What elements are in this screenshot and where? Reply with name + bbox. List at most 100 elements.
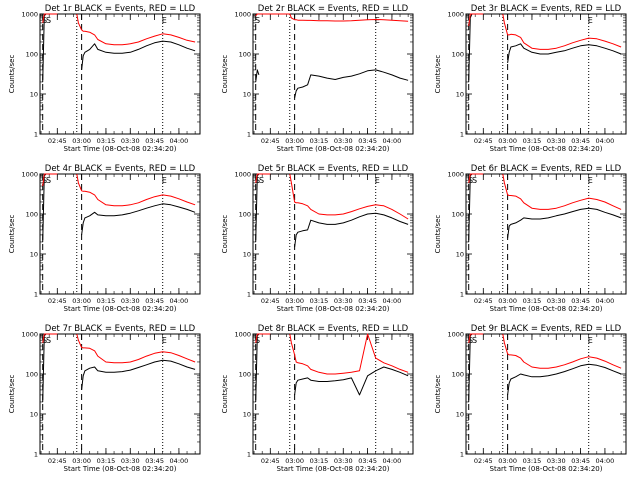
marker-s: S bbox=[46, 176, 51, 185]
lld-series-line bbox=[42, 173, 196, 207]
events-series-line bbox=[42, 173, 196, 243]
y-tick-label: 1000 bbox=[447, 11, 464, 19]
x-tick-label: 03:00 bbox=[72, 297, 91, 305]
x-axis-label: Start Time (08-Oct-08 02:34:20) bbox=[490, 465, 603, 473]
events-series-line bbox=[468, 173, 622, 243]
y-tick-label: 100 bbox=[239, 371, 251, 379]
y-axis-label: Counts/sec bbox=[8, 55, 16, 94]
x-tick-label: 02:45 bbox=[48, 137, 67, 145]
x-tick-label: 02:45 bbox=[474, 457, 493, 465]
x-tick-label: 03:15 bbox=[523, 137, 542, 145]
plot-frame bbox=[252, 13, 414, 135]
detector-panel: Det 7r BLACK = Events, RED = LLD 1 10 100 10… bbox=[8, 324, 201, 473]
x-tick-label: 03:15 bbox=[523, 457, 542, 465]
x-tick-label: 03:45 bbox=[358, 457, 377, 465]
x-tick-label: 03:45 bbox=[571, 137, 590, 145]
x-tick-label: 03:00 bbox=[72, 137, 91, 145]
x-tick-label: 03:00 bbox=[285, 457, 304, 465]
y-tick-label: 1 bbox=[460, 131, 464, 139]
y-tick-label: 1000 bbox=[234, 171, 251, 179]
plot-frame bbox=[39, 333, 201, 455]
x-tick-label: 03:15 bbox=[523, 297, 542, 305]
x-tick-label: 02:45 bbox=[48, 457, 67, 465]
x-tick-label: 03:00 bbox=[285, 137, 304, 145]
detector-panel: Det 1r BLACK = Events, RED = LLD 1 10 100 10… bbox=[8, 4, 201, 153]
plot-frame bbox=[252, 333, 414, 455]
x-tick-label: 03:30 bbox=[334, 457, 353, 465]
detector-panel: Det 8r BLACK = Events, RED = LLD 1 10 100 10… bbox=[221, 324, 414, 473]
marker-e: E bbox=[375, 336, 380, 345]
x-tick-label: 03:15 bbox=[310, 297, 329, 305]
x-tick-label: 03:45 bbox=[145, 457, 164, 465]
x-axis-label: Start Time (08-Oct-08 02:34:20) bbox=[277, 465, 390, 473]
plot-frame bbox=[39, 13, 201, 135]
x-tick-label: 02:45 bbox=[261, 297, 280, 305]
x-tick-label: 04:00 bbox=[383, 137, 402, 145]
marker-s: S bbox=[255, 16, 260, 25]
x-tick-label: 03:30 bbox=[121, 297, 140, 305]
marker-s: S bbox=[46, 16, 51, 25]
x-tick-label: 03:15 bbox=[310, 137, 329, 145]
events-series-line bbox=[42, 13, 196, 83]
y-axis-label: Counts/sec bbox=[434, 215, 442, 254]
x-tick-label: 02:45 bbox=[474, 137, 493, 145]
y-tick-label: 1 bbox=[34, 131, 38, 139]
x-tick-label: 03:00 bbox=[498, 137, 517, 145]
y-tick-label: 1 bbox=[460, 291, 464, 299]
x-tick-label: 04:00 bbox=[170, 457, 189, 465]
panel-title: Det 8r BLACK = Events, RED = LLD bbox=[258, 324, 409, 334]
events-series-line bbox=[255, 333, 409, 403]
y-tick-label: 100 bbox=[26, 51, 38, 59]
y-tick-label: 10 bbox=[30, 411, 38, 419]
detector-panel: Det 6r BLACK = Events, RED = LLD 1 10 100 10… bbox=[434, 164, 627, 313]
panel-title: Det 1r BLACK = Events, RED = LLD bbox=[45, 4, 196, 14]
y-tick-label: 1 bbox=[247, 451, 251, 459]
y-tick-label: 1000 bbox=[447, 331, 464, 339]
y-axis-label: Counts/sec bbox=[221, 55, 229, 94]
y-tick-label: 1 bbox=[34, 451, 38, 459]
plot-frame bbox=[465, 333, 627, 455]
x-tick-label: 03:30 bbox=[547, 137, 566, 145]
x-tick-label: 03:15 bbox=[97, 137, 116, 145]
y-tick-label: 1000 bbox=[234, 331, 251, 339]
y-tick-label: 1 bbox=[460, 451, 464, 459]
panel-title: Det 3r BLACK = Events, RED = LLD bbox=[471, 4, 622, 14]
y-tick-label: 10 bbox=[243, 91, 251, 99]
plot-frame bbox=[465, 173, 627, 295]
detector-panel: Det 4r BLACK = Events, RED = LLD 1 10 100 10… bbox=[8, 164, 201, 313]
marker-e: E bbox=[588, 16, 593, 25]
x-axis-label: Start Time (08-Oct-08 02:34:20) bbox=[64, 145, 177, 153]
y-tick-label: 1000 bbox=[21, 331, 38, 339]
y-tick-label: 10 bbox=[456, 91, 464, 99]
x-tick-label: 03:45 bbox=[145, 297, 164, 305]
x-tick-label: 04:00 bbox=[383, 457, 402, 465]
events-series-line bbox=[255, 69, 409, 99]
y-tick-label: 1000 bbox=[21, 11, 38, 19]
marker-e: E bbox=[588, 176, 593, 185]
y-tick-label: 1000 bbox=[21, 171, 38, 179]
y-tick-label: 100 bbox=[239, 51, 251, 59]
x-tick-label: 03:15 bbox=[97, 457, 116, 465]
plot-frame bbox=[465, 13, 627, 135]
x-tick-label: 04:00 bbox=[596, 457, 615, 465]
x-tick-label: 03:00 bbox=[498, 457, 517, 465]
panel-title: Det 6r BLACK = Events, RED = LLD bbox=[471, 164, 622, 174]
x-tick-label: 03:00 bbox=[285, 297, 304, 305]
y-tick-label: 100 bbox=[26, 371, 38, 379]
x-tick-label: 03:30 bbox=[121, 457, 140, 465]
x-tick-label: 03:45 bbox=[358, 297, 377, 305]
x-tick-label: 04:00 bbox=[596, 297, 615, 305]
x-tick-label: 03:30 bbox=[121, 137, 140, 145]
x-tick-label: 03:00 bbox=[72, 457, 91, 465]
y-tick-label: 1000 bbox=[234, 11, 251, 19]
events-series-line bbox=[255, 173, 409, 248]
marker-e: E bbox=[375, 176, 380, 185]
x-tick-label: 03:45 bbox=[571, 457, 590, 465]
x-tick-label: 04:00 bbox=[596, 137, 615, 145]
x-tick-label: 03:45 bbox=[358, 137, 377, 145]
x-tick-label: 03:30 bbox=[334, 137, 353, 145]
lld-series-line bbox=[255, 333, 409, 375]
y-axis-label: Counts/sec bbox=[8, 375, 16, 414]
y-tick-label: 100 bbox=[452, 371, 464, 379]
